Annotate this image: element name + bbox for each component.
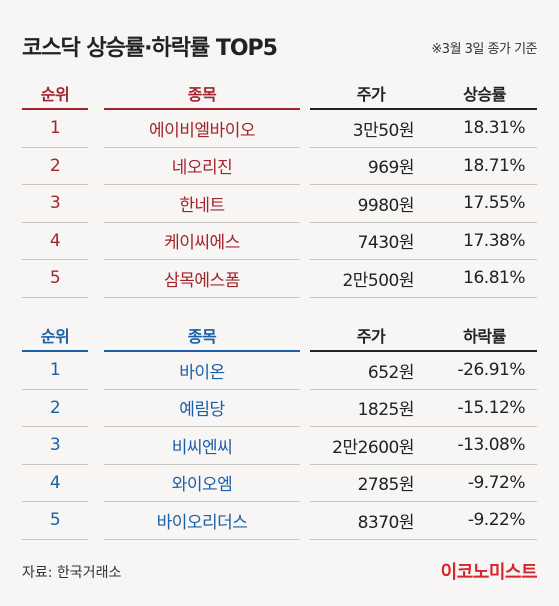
brand-logo: 이코노미스트 — [440, 562, 538, 583]
rate-cell: 17.55% — [432, 185, 537, 223]
table-row: 2 네오리진 969원 18.71% — [22, 148, 537, 185]
table-row: 4 케이씨에스 7430원 17.38% — [22, 223, 537, 260]
rate-cell: -9.72% — [432, 465, 537, 502]
header-price: 주가 — [310, 78, 432, 110]
header-price: 주가 — [310, 320, 432, 352]
rank-cell: 3 — [22, 427, 88, 465]
table-row: 3 비씨엔씨 2만2600원 -13.08% — [22, 427, 537, 465]
stock-cell: 바이온 — [104, 352, 300, 390]
table-row: 2 예림당 1825원 -15.12% — [22, 390, 537, 427]
price-cell: 9980원 — [310, 185, 432, 223]
price-cell: 2만500원 — [310, 260, 432, 298]
rank-cell: 2 — [22, 148, 88, 185]
rate-cell: 16.81% — [432, 260, 537, 298]
rank-cell: 5 — [22, 260, 88, 298]
header-rate: 상승률 — [432, 78, 537, 110]
losers-table: 순위 종목 주가 하락률 1 바이온 652원 -26.91% 2 예림당 18… — [22, 320, 537, 540]
rank-cell: 3 — [22, 185, 88, 223]
stock-cell: 케이씨에스 — [104, 223, 300, 260]
stock-cell: 바이오리더스 — [104, 502, 300, 540]
rate-cell: -9.22% — [432, 502, 537, 540]
source-note: 자료: 한국거래소 — [22, 565, 122, 581]
price-cell: 1825원 — [310, 390, 432, 427]
table-row: 3 한네트 9980원 17.55% — [22, 185, 537, 223]
rank-cell: 2 — [22, 390, 88, 427]
table-row: 4 와이오엠 2785원 -9.72% — [22, 465, 537, 502]
rank-cell: 5 — [22, 502, 88, 540]
stock-cell: 와이오엠 — [104, 465, 300, 502]
header-stock: 종목 — [104, 320, 300, 352]
basis-note: ※3월 3일 종가 기준 — [431, 42, 537, 57]
header-rate: 하락률 — [432, 320, 537, 352]
table-header: 순위 종목 주가 하락률 — [22, 320, 537, 352]
table-row: 1 바이온 652원 -26.91% — [22, 352, 537, 390]
price-cell: 2785원 — [310, 465, 432, 502]
rate-cell: 17.38% — [432, 223, 537, 260]
page-title: 코스닥 상승률·하락률 TOP5 — [22, 36, 278, 61]
price-cell: 8370원 — [310, 502, 432, 540]
rate-cell: -26.91% — [432, 352, 537, 390]
price-cell: 969원 — [310, 148, 432, 185]
rank-cell: 4 — [22, 223, 88, 260]
rate-cell: 18.31% — [432, 110, 537, 148]
table-row: 1 에이비엘바이오 3만50원 18.31% — [22, 110, 537, 148]
stock-cell: 네오리진 — [104, 148, 300, 185]
price-cell: 2만2600원 — [310, 427, 432, 465]
price-cell: 3만50원 — [310, 110, 432, 148]
rate-cell: 18.71% — [432, 148, 537, 185]
header-rank: 순위 — [22, 320, 88, 352]
stock-cell: 한네트 — [104, 185, 300, 223]
rank-cell: 1 — [22, 352, 88, 390]
stock-cell: 비씨엔씨 — [104, 427, 300, 465]
header-stock: 종목 — [104, 78, 300, 110]
rank-cell: 4 — [22, 465, 88, 502]
header-rank: 순위 — [22, 78, 88, 110]
stock-cell: 예림당 — [104, 390, 300, 427]
price-cell: 7430원 — [310, 223, 432, 260]
table-row: 5 삼목에스폼 2만500원 16.81% — [22, 260, 537, 298]
price-cell: 652원 — [310, 352, 432, 390]
table-header: 순위 종목 주가 상승률 — [22, 78, 537, 110]
table-row: 5 바이오리더스 8370원 -9.22% — [22, 502, 537, 540]
stock-cell: 에이비엘바이오 — [104, 110, 300, 148]
rate-cell: -15.12% — [432, 390, 537, 427]
rate-cell: -13.08% — [432, 427, 537, 465]
stock-cell: 삼목에스폼 — [104, 260, 300, 298]
gainers-table: 순위 종목 주가 상승률 1 에이비엘바이오 3만50원 18.31% 2 네오… — [22, 78, 537, 298]
rank-cell: 1 — [22, 110, 88, 148]
